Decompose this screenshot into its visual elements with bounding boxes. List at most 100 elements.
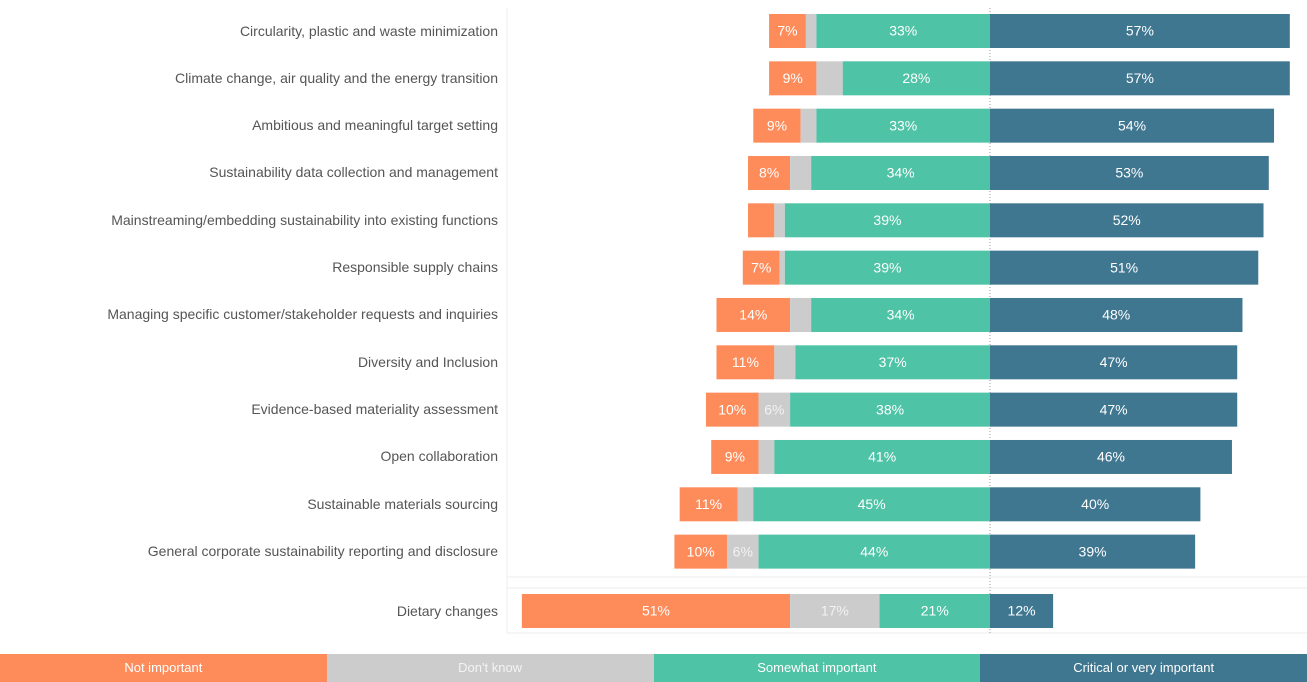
value-label: 54% [1118, 117, 1146, 133]
value-label: 7% [777, 23, 797, 39]
category-label: Mainstreaming/embedding sustainability i… [111, 211, 498, 228]
value-label: 9% [725, 449, 745, 465]
value-label: 6% [733, 543, 753, 559]
bar-segment [784, 203, 990, 238]
value-label: 41% [868, 449, 896, 465]
value-label: 17% [821, 603, 849, 619]
bar-segment [784, 250, 990, 285]
value-label: 33% [889, 23, 917, 39]
value-label: 12% [1008, 603, 1036, 619]
bar-segment [758, 439, 775, 474]
bar-segment [990, 203, 1264, 238]
bar-segment [990, 487, 1201, 522]
bar-segment [790, 392, 990, 427]
category-label: Ambitious and meaningful target setting [252, 117, 498, 134]
value-label: 53% [1115, 165, 1143, 181]
value-label: 39% [873, 212, 901, 228]
bar-segment [753, 487, 990, 522]
value-label: 21% [921, 603, 949, 619]
value-label: 33% [889, 117, 917, 133]
category-label: Dietary changes [396, 602, 498, 619]
bar-segment [990, 108, 1275, 143]
bar-segment [748, 155, 791, 190]
bar-segment [800, 108, 817, 143]
bar-segment [990, 439, 1232, 474]
category-label: Climate change, air quality and the ener… [175, 69, 498, 86]
bar-segment [705, 392, 759, 427]
value-label: 44% [860, 543, 888, 559]
bar-segment [990, 297, 1243, 332]
bar-segment [674, 534, 727, 569]
value-label: 40% [1081, 496, 1109, 512]
bar-segment [748, 203, 775, 238]
bar-segment [779, 250, 785, 285]
value-label: 37% [879, 354, 907, 370]
bar-segment [790, 594, 880, 628]
value-label: 11% [732, 354, 759, 370]
bar-segment [990, 345, 1238, 380]
bar-segment [711, 439, 759, 474]
value-label: 52% [1113, 212, 1141, 228]
bar-segment [521, 594, 791, 628]
value-label: 39% [1079, 543, 1107, 559]
value-label: 57% [1126, 70, 1154, 86]
value-label: 34% [887, 165, 915, 181]
legend-item: Critical or very important [980, 654, 1307, 682]
bar-segment [816, 14, 990, 48]
bar-segment [990, 392, 1238, 427]
category-label: Circularity, plastic and waste minimizat… [239, 22, 498, 39]
legend-item: Not important [0, 654, 327, 682]
value-label: 10% [718, 401, 746, 417]
bar-segment [737, 487, 754, 522]
bar-segment [769, 14, 806, 48]
category-label: General corporate sustainability reporti… [147, 543, 498, 560]
value-label: 51% [1110, 259, 1138, 275]
bar-segment [811, 297, 990, 332]
bar-segment [990, 61, 1290, 96]
bar-segment [679, 487, 738, 522]
value-label: 46% [1097, 449, 1125, 465]
category-label: Diversity and Inclusion [357, 353, 498, 370]
bar-segment [790, 297, 812, 332]
value-label: 10% [687, 543, 715, 559]
category-label: Evidence-based materiality assessment [251, 401, 498, 418]
value-label: 48% [1102, 307, 1130, 323]
bar-segment [795, 345, 990, 380]
legend-item: Don't know [326, 654, 654, 682]
value-label: 38% [876, 401, 904, 417]
value-label: 51% [642, 603, 670, 619]
bar-segment [990, 14, 1290, 48]
value-label: 34% [887, 307, 915, 323]
bar-segment [758, 534, 990, 569]
bar-segment [790, 155, 812, 190]
value-label: 47% [1100, 401, 1128, 417]
bar-segment [774, 345, 796, 380]
category-label: Sustainability data collection and manag… [209, 164, 498, 181]
bar-segment [990, 594, 1054, 628]
value-label: 28% [902, 70, 930, 86]
bar-segment [753, 108, 801, 143]
category-label: Managing specific customer/stakeholder r… [107, 306, 498, 323]
bar-segment [774, 439, 990, 474]
bar-segment [811, 155, 990, 190]
value-label: 14% [739, 307, 767, 323]
bar-segment [774, 203, 785, 238]
value-label: 7% [751, 259, 771, 275]
bar-segment [990, 534, 1196, 569]
bar-segment [727, 534, 759, 569]
bar-segment [716, 297, 791, 332]
bar-segment [816, 108, 990, 143]
value-label: 47% [1100, 354, 1128, 370]
bar-segment [990, 155, 1269, 190]
category-label: Open collaboration [380, 448, 498, 465]
value-label: 45% [858, 496, 886, 512]
bar-segment [805, 14, 817, 48]
value-label: 6% [764, 401, 784, 417]
category-label: Responsible supply chains [332, 259, 498, 276]
bar-segment [816, 61, 843, 96]
value-label: 9% [783, 70, 803, 86]
bar-segment [716, 345, 775, 380]
value-label: 11% [695, 496, 722, 512]
